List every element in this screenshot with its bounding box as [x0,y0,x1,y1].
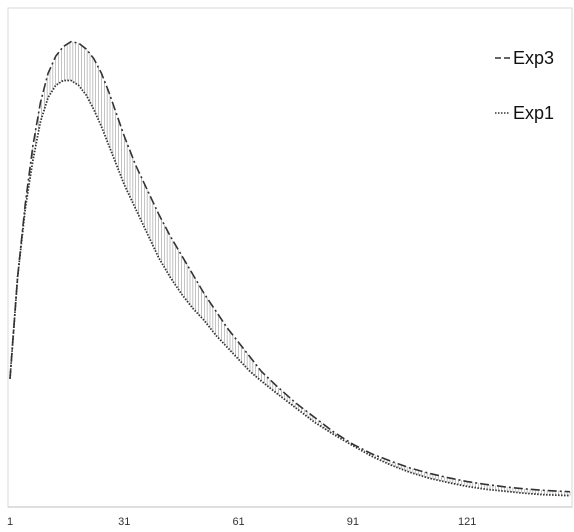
x-tick-labels: 1 31 61 91 121 [7,516,476,528]
legend: Exp3 Exp1 [495,48,554,123]
legend-label-exp3: Exp3 [513,48,554,68]
series-lines [9,40,571,497]
series-line-exp1 [9,79,571,497]
x-tick-label: 91 [347,516,359,528]
x-tick-label: 61 [232,516,244,528]
x-tick-label: 1 [7,516,13,528]
legend-label-exp1: Exp1 [513,103,554,123]
difference-hatching [21,42,571,496]
x-tick-label: 121 [458,516,476,528]
series-line-exp3 [9,40,571,493]
x-tick-label: 31 [118,516,130,528]
